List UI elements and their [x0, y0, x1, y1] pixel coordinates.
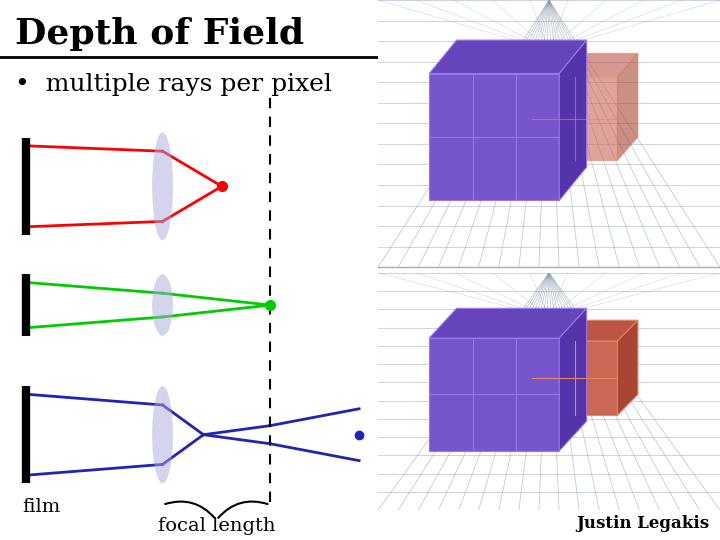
Text: •  multiple rays per pixel: • multiple rays per pixel: [15, 73, 332, 96]
Text: film: film: [23, 498, 61, 516]
Bar: [429, 338, 559, 451]
Text: Justin Legakis: Justin Legakis: [576, 515, 709, 532]
Polygon shape: [618, 320, 638, 415]
Polygon shape: [559, 308, 587, 451]
Ellipse shape: [152, 274, 173, 336]
Polygon shape: [429, 308, 587, 338]
Text: focal length: focal length: [158, 517, 275, 535]
Bar: [532, 77, 618, 160]
Text: Depth of Field: Depth of Field: [15, 17, 305, 51]
Ellipse shape: [152, 132, 173, 240]
Polygon shape: [559, 40, 587, 200]
Ellipse shape: [152, 386, 173, 483]
Polygon shape: [618, 53, 638, 160]
Bar: [429, 73, 559, 200]
Bar: [532, 341, 618, 415]
Polygon shape: [532, 320, 638, 341]
Polygon shape: [429, 40, 587, 73]
Polygon shape: [532, 53, 638, 77]
